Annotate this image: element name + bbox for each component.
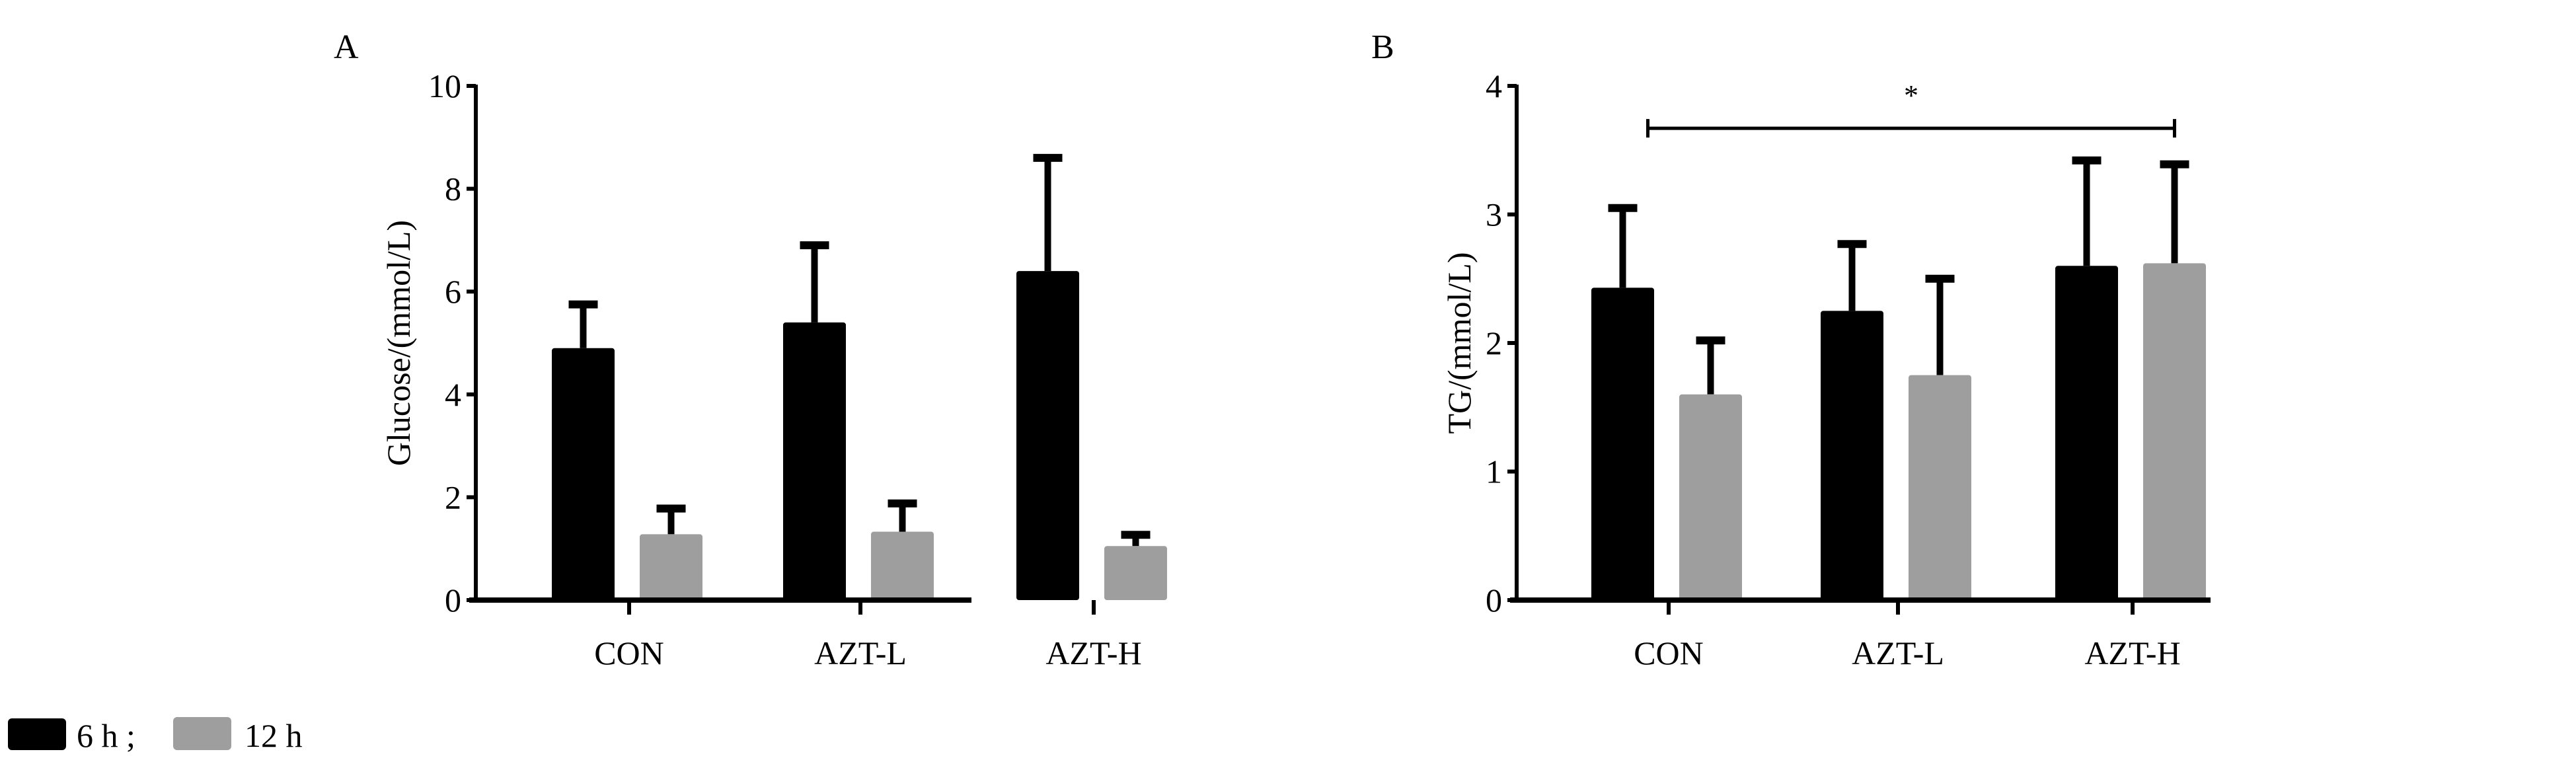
bar-6h-AZT-H [1016, 271, 1079, 600]
y-axis-label: Glucose/(mmol/L) [380, 220, 417, 466]
significance-bracket [1646, 119, 2176, 138]
bar-6h-AZT-H [2055, 266, 2118, 600]
legend-label-6h: 6 h ; [77, 717, 135, 754]
x-tick-label: CON [1634, 634, 1704, 671]
x-tick-label: AZT-L [814, 634, 907, 671]
x-tick-label: AZT-H [2084, 634, 2180, 671]
y-axis-label: TG/(mmol/L) [1441, 252, 1478, 434]
bar-12h-CON [1679, 394, 1742, 600]
bar-12h-AZT-H [2143, 263, 2206, 600]
x-tick-label: AZT-H [1045, 634, 1141, 671]
y-tick-label: 0 [445, 582, 461, 619]
y-tick-label: 0 [1486, 582, 1502, 619]
legend-swatch-6h [8, 718, 66, 750]
bar-6h-CON [552, 348, 615, 600]
legend-label-12h: 12 h [245, 717, 303, 754]
significance-marker: * [1904, 79, 1918, 112]
bar-6h-AZT-L [1821, 311, 1883, 600]
panel-label: A [334, 28, 359, 66]
bar-6h-AZT-L [783, 322, 846, 600]
x-tick-label: CON [594, 634, 664, 671]
legend-swatch-12h [173, 717, 231, 750]
bar-12h-CON [640, 534, 702, 600]
x-tick-label: AZT-L [1852, 634, 1944, 671]
y-tick-label: 10 [428, 67, 461, 104]
bar-6h-CON [1591, 287, 1654, 600]
y-tick-label: 2 [445, 478, 461, 515]
panel-a-glucose-chart: A 0 2 4 6 8 10 CON AZT-L AZT-H Glucose/(mmol/L) [334, 28, 1167, 671]
panel-b-tg-chart: B 0 1 2 3 4 CON AZT-L AZT-H TG/(mmol/L) * [1371, 28, 2211, 671]
y-tick-label: 6 [445, 273, 461, 310]
bar-12h-AZT-L [1909, 375, 1971, 600]
y-tick-label: 3 [1486, 196, 1502, 233]
y-tick-label: 2 [1486, 324, 1502, 362]
y-tick-label: 4 [1486, 67, 1502, 104]
y-tick-label: 4 [445, 376, 461, 413]
panel-label: B [1371, 28, 1394, 66]
legend: 6 h ; 12 h [8, 717, 303, 754]
y-tick-label: 1 [1486, 453, 1502, 490]
bar-12h-AZT-L [871, 531, 934, 600]
bar-12h-AZT-H [1104, 546, 1167, 600]
y-tick-label: 8 [445, 171, 461, 208]
